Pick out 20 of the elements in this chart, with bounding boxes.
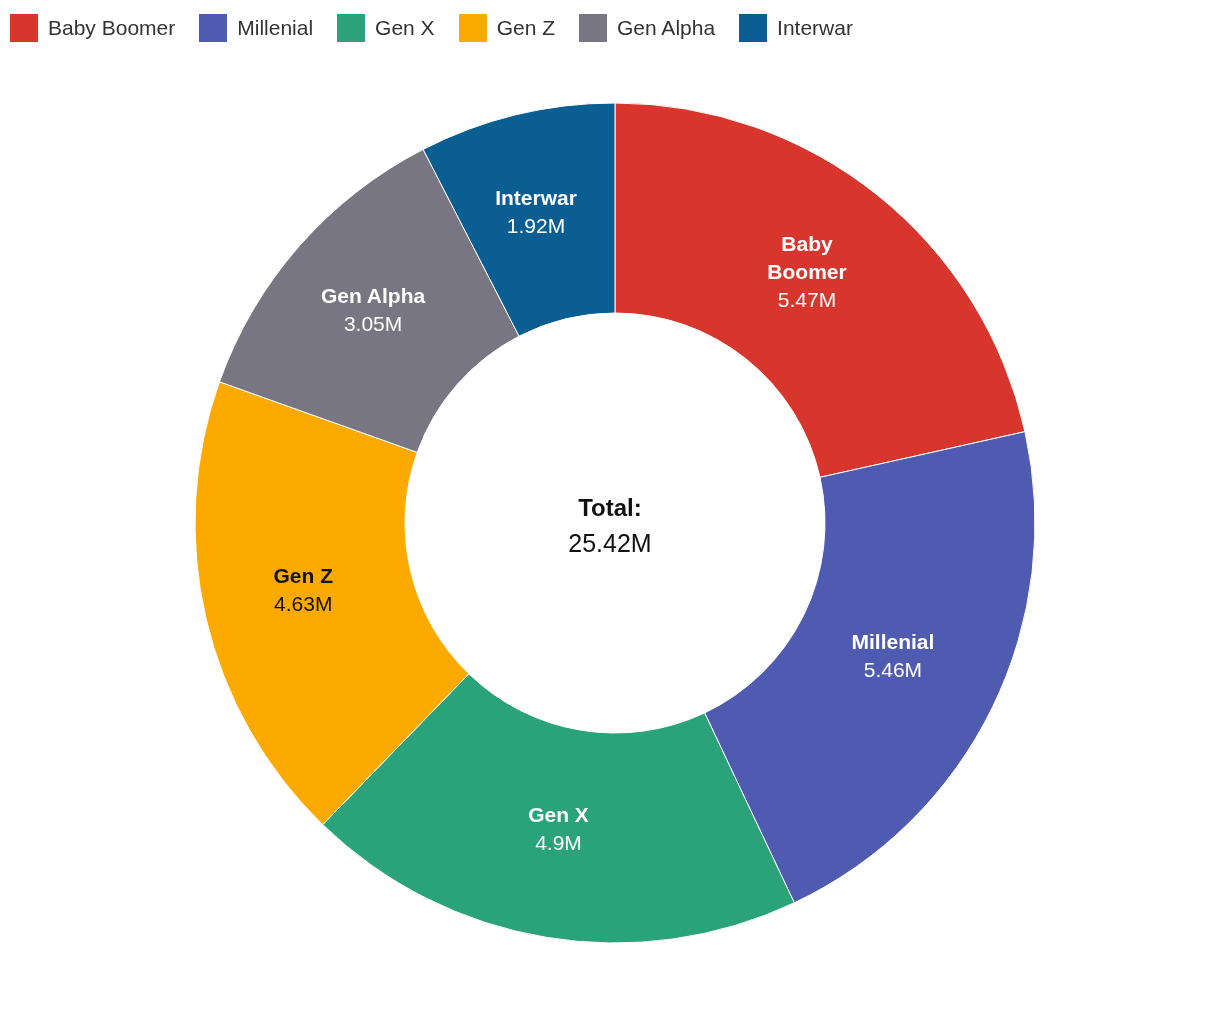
slice-label: Interwar — [495, 185, 577, 209]
text: Total: — [578, 494, 642, 521]
slice-label: Baby Boomer — [767, 232, 847, 284]
legend-label: Gen Alpha — [617, 16, 716, 40]
data-label: 4.9M — [535, 830, 582, 854]
data-label: 4.63M — [274, 591, 333, 615]
legend-label: Gen Z — [496, 16, 555, 40]
legend-label: Gen X — [375, 16, 435, 40]
legend-label: Interwar — [777, 16, 853, 40]
data-label: 3.05M — [343, 312, 403, 336]
slice-label: Gen Z — [273, 563, 334, 587]
legend-label: Baby Boomer — [48, 16, 176, 40]
slice-label: Gen X — [528, 802, 589, 826]
legend-label: Millenial — [237, 16, 314, 40]
data-label: 5.47M — [777, 288, 837, 312]
data-label: 1.92M — [506, 213, 566, 237]
text: 25.42M — [568, 529, 652, 557]
slice-label: Millenial — [851, 630, 935, 654]
data-label: 5.46M — [863, 658, 923, 682]
slice-label: Gen Alpha — [320, 284, 426, 308]
